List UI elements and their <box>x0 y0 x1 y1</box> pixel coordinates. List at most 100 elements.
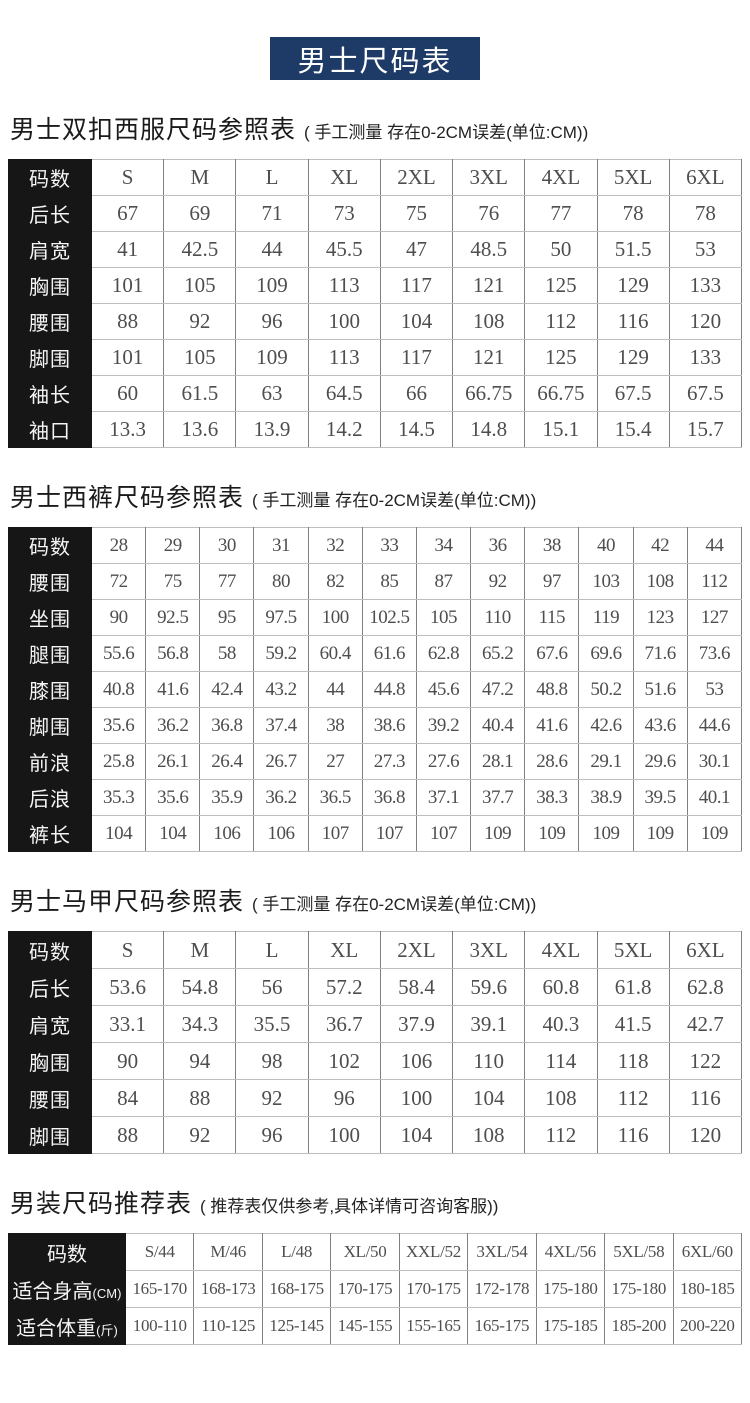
row-label-cell: 脚围 <box>8 707 92 744</box>
value-cell: 62.8 <box>668 968 743 1006</box>
section-heading: 男士双扣西服尺码参照表 ( 手工测量 存在0-2CM误差(单位:CM)) <box>10 113 742 150</box>
column-header-cell: 2XL <box>379 931 454 969</box>
value-cell: 120 <box>668 1116 743 1154</box>
value-cell: 45.6 <box>415 671 472 708</box>
value-cell: 40.3 <box>524 1005 598 1043</box>
value-cell: 25.8 <box>90 743 147 780</box>
value-cell: 100 <box>307 303 381 340</box>
column-header-cell: 44 <box>686 527 743 564</box>
value-cell: 69.6 <box>578 635 634 672</box>
page-title-banner: 男士尺码表 <box>270 37 480 80</box>
row-label-cell: 后长 <box>8 968 92 1006</box>
column-header-cell: L <box>235 931 309 969</box>
row-label-text: 适合体重 <box>16 1317 97 1340</box>
value-cell: 104 <box>452 1079 526 1117</box>
value-cell: 106 <box>199 815 255 852</box>
value-cell: 41.5 <box>596 1005 670 1043</box>
value-cell: 54.8 <box>163 968 237 1006</box>
value-cell: 122 <box>668 1042 743 1080</box>
row-label-text: 肩宽 <box>29 241 71 263</box>
column-header-cell: 6XL <box>668 159 743 196</box>
column-header-cell: 5XL/58 <box>604 1233 674 1271</box>
value-cell: 38.6 <box>361 707 417 744</box>
value-cell: 47 <box>379 231 454 268</box>
table-row: 袖长 60 61.5 63 64.5 66 66.75 66.75 67.5 67.5 <box>8 375 743 412</box>
value-cell: 125 <box>524 339 598 376</box>
row-label-text: 裤长 <box>29 825 71 847</box>
value-cell: 41.6 <box>145 671 201 708</box>
table-row: 前浪 25.8 26.1 26.4 26.7 27 27.3 27.6 28.1 28.6 29.1… <box>8 743 743 780</box>
value-cell: 115 <box>524 599 580 636</box>
value-cell: 110-125 <box>193 1307 263 1345</box>
value-cell: 75 <box>145 563 201 600</box>
value-cell: 29.1 <box>578 743 634 780</box>
value-cell: 105 <box>415 599 472 636</box>
value-cell: 66.75 <box>452 375 526 412</box>
column-header-cell: S <box>90 931 165 969</box>
value-cell: 35.6 <box>90 707 147 744</box>
value-cell: 37.4 <box>253 707 309 744</box>
row-label-cell: 裤长 <box>8 815 92 852</box>
value-cell: 13.6 <box>163 411 237 448</box>
value-cell: 39.5 <box>632 779 688 816</box>
table-row: 脚围 88 92 96 100 104 108 112 116 120 <box>8 1116 743 1154</box>
value-cell: 133 <box>668 339 743 376</box>
section-title: 男装尺码推荐表 <box>10 1190 193 1218</box>
table-row: 腰围 88 92 96 100 104 108 112 116 120 <box>8 303 743 340</box>
value-cell: 77 <box>199 563 255 600</box>
value-cell: 50 <box>524 231 598 268</box>
column-header-cell: S <box>90 159 165 196</box>
row-label-cell: 腿围 <box>8 635 92 672</box>
value-cell: 43.6 <box>632 707 688 744</box>
section-title: 男士西裤尺码参照表 <box>10 484 245 512</box>
column-header-cell: 32 <box>307 527 363 564</box>
value-cell: 75 <box>379 195 454 232</box>
value-cell: 107 <box>361 815 417 852</box>
value-cell: 112 <box>686 563 743 600</box>
value-cell: 64.5 <box>307 375 381 412</box>
value-cell: 117 <box>379 339 454 376</box>
value-cell: 123 <box>632 599 688 636</box>
row-label-text: 后浪 <box>29 789 71 811</box>
value-cell: 109 <box>470 815 526 852</box>
header-row: 码数 28 29 30 31 32 33 34 36 38 40 42 44 <box>8 527 743 564</box>
column-header-cell: 5XL <box>596 159 670 196</box>
table-row: 适合身高(CM) 165-170 168-173 168-175 170-175 170-… <box>8 1270 742 1308</box>
section-heading: 男装尺码推荐表 ( 推荐表仅供参考,具体详情可咨询客服)) <box>10 1187 742 1224</box>
row-label-text: 适合身高 <box>12 1280 93 1303</box>
table-row: 后长 67 69 71 73 75 76 77 78 78 <box>8 195 743 232</box>
recommend-size-table: 码数 S/44 M/46 L/48 XL/50 XXL/52 3XL/54 4XL/56 5XL… <box>8 1233 742 1345</box>
value-cell: 58.4 <box>379 968 454 1006</box>
value-cell: 28.1 <box>470 743 526 780</box>
value-cell: 78 <box>668 195 743 232</box>
section-subtitle: ( 手工测量 存在0-2CM误差(单位:CM)) <box>251 491 537 510</box>
value-cell: 48.5 <box>452 231 526 268</box>
value-cell: 110 <box>452 1042 526 1080</box>
value-cell: 172-178 <box>467 1270 537 1308</box>
section-pants: 男士西裤尺码参照表 ( 手工测量 存在0-2CM误差(单位:CM)) 码数 28 2… <box>0 481 750 852</box>
value-cell: 129 <box>596 267 670 304</box>
value-cell: 33.1 <box>90 1005 165 1043</box>
value-cell: 77 <box>524 195 598 232</box>
table-row: 腰围 72 75 77 80 82 85 87 92 97 103 108 112 <box>8 563 743 600</box>
value-cell: 88 <box>90 1116 165 1154</box>
value-cell: 36.8 <box>361 779 417 816</box>
value-cell: 175-180 <box>535 1270 606 1308</box>
row-label-cell: 适合体重(斤) <box>8 1307 126 1345</box>
section-recommend: 男装尺码推荐表 ( 推荐表仅供参考,具体详情可咨询客服)) 码数 S/44 M/46… <box>0 1187 750 1345</box>
row-label-cell: 腰围 <box>8 303 92 340</box>
value-cell: 35.5 <box>235 1005 309 1043</box>
value-cell: 35.6 <box>145 779 201 816</box>
value-cell: 109 <box>686 815 743 852</box>
column-header-cell: M <box>163 159 237 196</box>
value-cell: 120 <box>668 303 743 340</box>
value-cell: 35.3 <box>90 779 147 816</box>
row-label-text: 坐围 <box>29 609 71 631</box>
column-header-cell: 38 <box>524 527 580 564</box>
value-cell: 41 <box>90 231 165 268</box>
value-cell: 110 <box>470 599 526 636</box>
value-cell: 121 <box>452 339 526 376</box>
value-cell: 96 <box>235 1116 309 1154</box>
column-header-cell: 4XL <box>524 159 598 196</box>
section-heading: 男士马甲尺码参照表 ( 手工测量 存在0-2CM误差(单位:CM)) <box>10 885 742 922</box>
